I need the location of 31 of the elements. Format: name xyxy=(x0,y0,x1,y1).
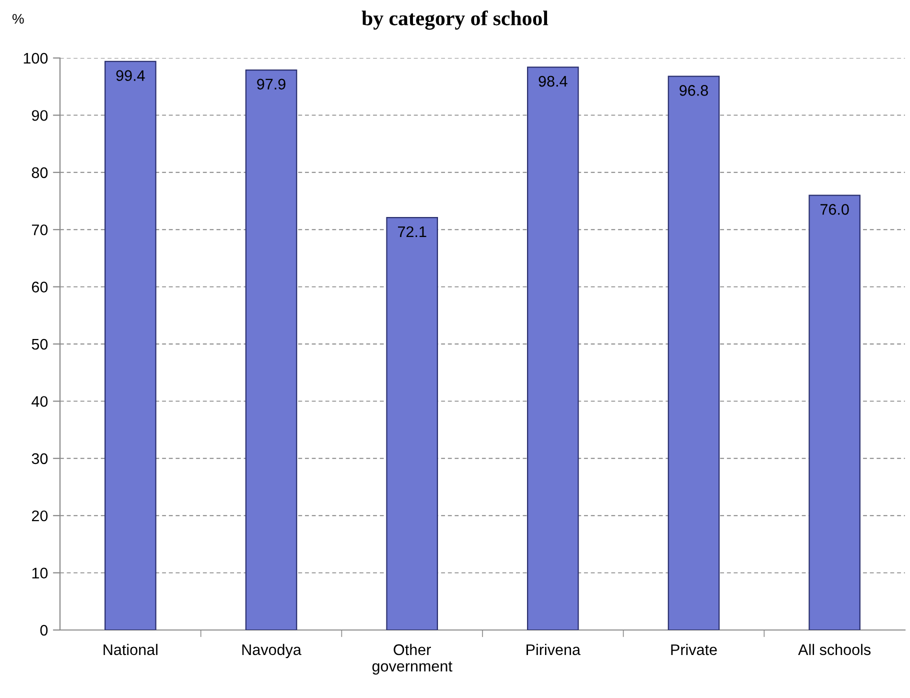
data-label: 97.9 xyxy=(257,78,286,90)
y-tick-label: 0 xyxy=(40,624,48,636)
x-tick-label: Pirivena xyxy=(526,644,581,656)
x-tick-label: Navodya xyxy=(242,644,302,658)
y-tick-label: 10 xyxy=(32,568,48,578)
y-tick-label: 40 xyxy=(32,396,48,407)
y-tick-label: 30 xyxy=(32,453,48,464)
bar xyxy=(527,66,579,630)
x-tick-label: Private xyxy=(671,644,717,656)
y-tick-label: 100 xyxy=(24,52,48,64)
bar xyxy=(245,69,298,630)
x-tick-label: National xyxy=(104,644,158,656)
bar xyxy=(668,76,720,630)
data-label: 98.4 xyxy=(538,76,568,87)
y-tick-label: 60 xyxy=(32,282,48,292)
y-tick-label: 80 xyxy=(32,167,48,178)
x-tick-label: Other government xyxy=(372,644,452,675)
data-label: 72.1 xyxy=(398,226,426,237)
x-tick-label: All schools xyxy=(798,644,871,656)
bar xyxy=(808,194,860,630)
chart-title: by category of school xyxy=(362,10,548,30)
y-axis-title: % xyxy=(12,14,24,24)
y-tick-label: 70 xyxy=(32,224,48,236)
y-tick-label: 20 xyxy=(32,510,48,522)
bar xyxy=(104,60,156,630)
data-label: 96.8 xyxy=(680,85,708,96)
y-tick-label: 90 xyxy=(32,110,48,121)
data-label: 99.4 xyxy=(116,70,145,81)
data-label: 76.0 xyxy=(820,204,849,215)
bar xyxy=(386,217,438,630)
y-tick-label: 50 xyxy=(32,338,48,350)
